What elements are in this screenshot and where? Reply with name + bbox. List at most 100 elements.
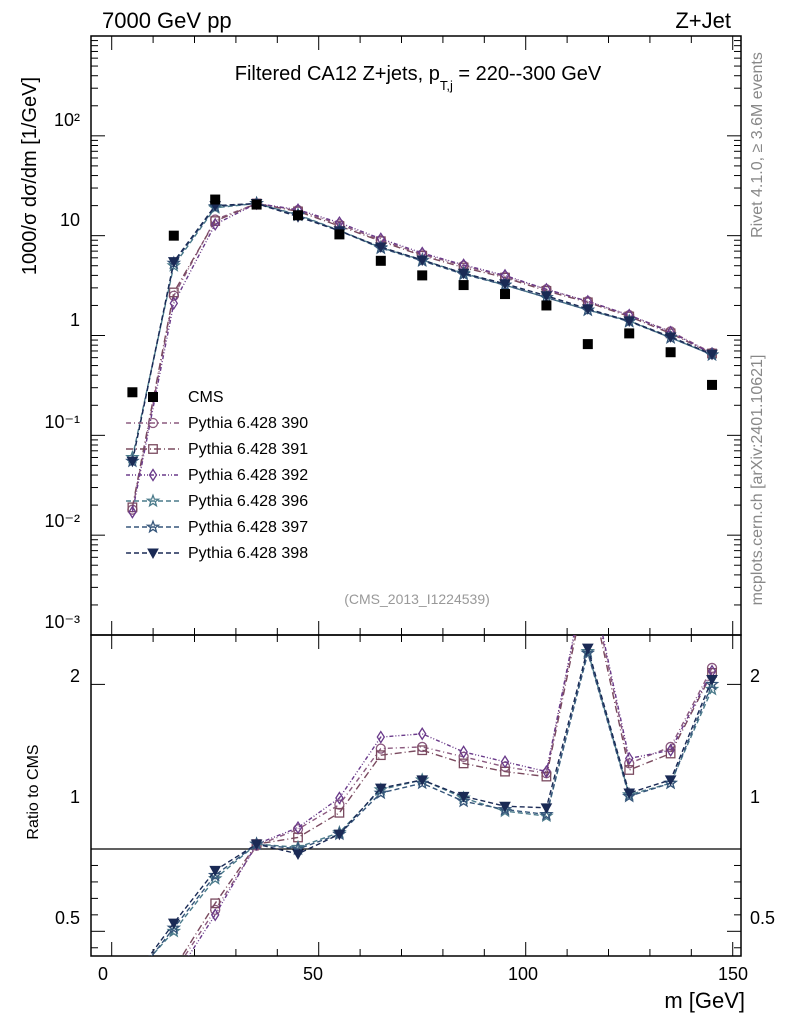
series-line-main xyxy=(131,202,713,508)
rivet-version-label: Rivet 4.1.0, ≥ 3.6M events xyxy=(749,52,766,238)
series-line-ratio xyxy=(148,645,713,956)
cms-data-point xyxy=(210,194,221,205)
series-line-ratio xyxy=(187,635,713,956)
ratio-tick-label-0.5: 0.5 xyxy=(55,908,80,928)
series-point-main xyxy=(457,268,470,280)
series-ratio-4 xyxy=(150,645,720,956)
series-point-ratio xyxy=(624,751,634,766)
series-point-main xyxy=(166,258,182,272)
y-tick-label-1e-3: 10⁻³ xyxy=(44,612,80,632)
series-point-main xyxy=(126,456,139,468)
series-point-ratio xyxy=(666,743,675,757)
series-line-main xyxy=(131,202,713,513)
legend-marker-2 xyxy=(148,468,158,482)
series-point-main xyxy=(128,505,137,519)
mcplots-label: mcplots.cern.ch [arXiv:2401.10621] xyxy=(749,355,766,606)
cms-data-point xyxy=(251,199,262,210)
series-point-ratio xyxy=(458,758,469,769)
series-point-main xyxy=(210,217,220,232)
legend-label-391: Pythia 6.428 391 xyxy=(188,441,308,458)
header-left: 7000 GeV pp xyxy=(102,8,232,33)
x-tick-label-150: 150 xyxy=(718,964,748,984)
series-point-ratio xyxy=(500,755,510,769)
series-point-main xyxy=(374,242,387,254)
cms-data-point xyxy=(375,255,386,266)
series-point-ratio xyxy=(624,765,635,775)
ratio-panel-frame xyxy=(90,634,742,957)
y-tick-label-10: 10 xyxy=(60,210,80,230)
y-axis-label: 1000/σ dσ/dm [1/GeV] xyxy=(19,77,41,275)
x-tick-label-50: 50 xyxy=(303,964,323,984)
series-point-ratio xyxy=(459,745,468,759)
series-point-ratio xyxy=(540,803,553,814)
series-point-ratio xyxy=(207,871,223,885)
series-point-main xyxy=(540,291,553,302)
legend-label-396: Pythia 6.428 396 xyxy=(188,493,308,510)
series-point-main xyxy=(416,255,429,267)
series-point-ratio xyxy=(580,645,596,660)
series-point-ratio xyxy=(210,898,221,909)
analysis-id-label: (CMS_2013_I1224539) xyxy=(344,591,490,607)
series-point-ratio xyxy=(210,908,220,922)
series-point-ratio xyxy=(581,643,594,655)
series-ratio-5 xyxy=(148,643,718,956)
series-point-ratio xyxy=(335,791,344,805)
cms-data-point xyxy=(417,270,428,281)
chart-title: Filtered CA12 Z+jets, pT,j = 220--300 Ge… xyxy=(235,63,602,93)
series-point-ratio xyxy=(293,820,303,835)
y-tick-label-1e-1: 10⁻¹ xyxy=(44,412,80,432)
series-line-ratio xyxy=(181,635,713,956)
series-point-ratio xyxy=(166,923,182,938)
ratio-y-axis-label: Ratio to CMS xyxy=(25,744,42,839)
legend-label-390: Pythia 6.428 390 xyxy=(188,415,308,432)
ratio-tick-label-right-0.5: 0.5 xyxy=(750,908,775,928)
series-point-ratio xyxy=(375,750,386,761)
series-point-main xyxy=(169,296,179,311)
series-point-ratio xyxy=(665,741,676,753)
cms-data-point xyxy=(293,210,304,221)
series-point-ratio xyxy=(704,676,720,691)
series-point-ratio xyxy=(375,743,386,754)
chart-marks xyxy=(91,36,741,956)
series-point-ratio xyxy=(376,730,386,744)
series-main-1 xyxy=(127,198,717,513)
cms-data-point xyxy=(707,379,718,390)
series-point-main xyxy=(499,279,511,290)
cms-data-point xyxy=(541,300,552,311)
series-point-ratio xyxy=(334,807,345,818)
series-point-main xyxy=(623,316,636,327)
legend-marker-1 xyxy=(148,444,158,454)
cms-data-point xyxy=(665,347,676,358)
legend-label-cms: CMS xyxy=(188,389,224,406)
series-point-main xyxy=(664,332,677,343)
series-point-main xyxy=(167,257,180,268)
series-point-ratio xyxy=(706,674,718,686)
series-point-ratio xyxy=(456,793,471,808)
series-point-main xyxy=(581,304,594,315)
series-ratio-2 xyxy=(187,635,717,956)
y-tick-label-1e-2: 10⁻² xyxy=(44,511,80,531)
series-point-ratio xyxy=(704,681,720,696)
series-line-ratio xyxy=(150,650,713,956)
cms-data-point xyxy=(127,387,138,398)
x-axis-label: m [GeV] xyxy=(664,988,745,1013)
series-point-ratio xyxy=(541,771,552,782)
x-tick-label-100: 100 xyxy=(508,964,538,984)
series-point-ratio xyxy=(499,801,511,813)
series-point-ratio xyxy=(417,745,428,756)
ratio-tick-label-1: 1 xyxy=(70,787,80,807)
series-point-ratio xyxy=(250,839,263,851)
cms-data-point xyxy=(582,339,593,350)
series-point-ratio xyxy=(416,775,429,786)
series-point-ratio xyxy=(417,727,427,741)
ratio-tick-label-2: 2 xyxy=(70,666,80,686)
series-point-ratio xyxy=(539,806,554,821)
series-point-ratio xyxy=(292,849,304,860)
legend-marker-4 xyxy=(145,519,161,534)
series-point-ratio xyxy=(209,865,222,877)
legend-label-398: Pythia 6.428 398 xyxy=(188,545,308,562)
legend: CMS Pythia 6.428 390 Pythia 6.428 391 Py… xyxy=(188,389,308,562)
legend-marker-cms xyxy=(148,392,158,402)
series-point-ratio xyxy=(706,662,718,674)
